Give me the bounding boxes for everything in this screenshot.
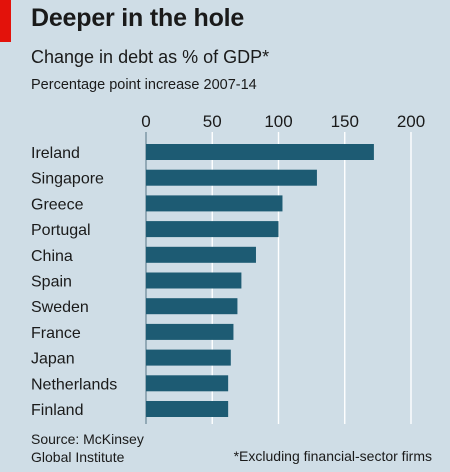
category-label: Finland bbox=[31, 402, 83, 419]
bar-greece bbox=[146, 195, 283, 212]
bar-portugal bbox=[146, 221, 279, 238]
source-note: Source: McKinsey Global Institute bbox=[31, 430, 144, 466]
bar-china bbox=[146, 246, 256, 263]
x-tick-label: 200 bbox=[397, 112, 425, 131]
bar-sweden bbox=[146, 298, 238, 315]
source-line-2: Global Institute bbox=[31, 449, 125, 465]
category-label: Singapore bbox=[31, 171, 104, 188]
category-label: Ireland bbox=[31, 145, 80, 162]
category-label: Japan bbox=[31, 351, 75, 368]
source-line-1: Source: McKinsey bbox=[31, 431, 144, 447]
chart-note: Percentage point increase 2007-14 bbox=[31, 77, 257, 93]
category-label: Netherlands bbox=[31, 376, 117, 393]
bar-france bbox=[146, 323, 234, 340]
category-label: Sweden bbox=[31, 299, 89, 316]
bar-ireland bbox=[146, 144, 374, 160]
bar-netherlands bbox=[146, 375, 229, 392]
x-tick-label: 100 bbox=[264, 112, 292, 131]
bars bbox=[146, 144, 374, 417]
red-tag-accent bbox=[0, 0, 11, 42]
bar-singapore bbox=[146, 169, 317, 186]
category-label: Spain bbox=[31, 274, 72, 291]
category-label: Greece bbox=[31, 196, 84, 213]
chart-title: Deeper in the hole bbox=[31, 4, 245, 32]
category-label: China bbox=[31, 248, 73, 265]
bar-spain bbox=[146, 272, 242, 289]
bar-japan bbox=[146, 349, 231, 366]
footnote: *Excluding financial-sector firms bbox=[233, 448, 432, 464]
x-tick-labels: 0 50 100 150 200 bbox=[141, 112, 425, 131]
x-tick-label: 50 bbox=[203, 112, 222, 131]
bar-finland bbox=[146, 401, 229, 417]
x-tick-label: 150 bbox=[331, 112, 359, 131]
x-tick-label: 0 bbox=[141, 112, 150, 131]
category-label: France bbox=[31, 325, 81, 342]
category-labels: Ireland Singapore Greece Portugal China Spain… bbox=[31, 145, 117, 419]
chart-subtitle: Change in debt as % of GDP* bbox=[31, 47, 270, 67]
category-label: Portugal bbox=[31, 222, 91, 239]
